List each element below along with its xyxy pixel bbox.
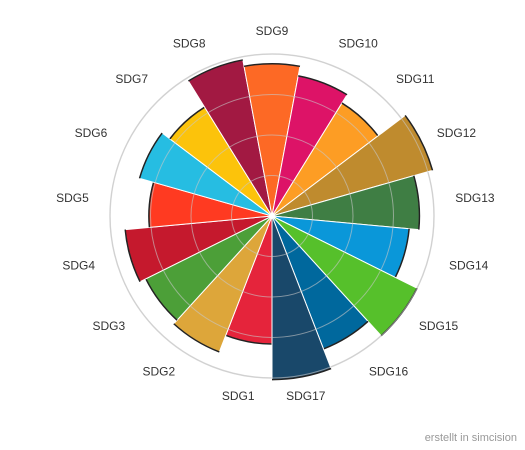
sector-edge [298,75,348,96]
sector-edge [225,334,273,345]
category-label: SDG16 [369,365,409,379]
sector-edge [145,278,178,321]
category-label: SDG7 [115,72,148,86]
grid-circle [190,134,354,298]
category-label: SDG11 [396,72,435,86]
sector-edge [148,182,155,228]
sector-edge [404,114,434,171]
category-label: SDG10 [338,37,378,51]
sector-edge [124,229,141,283]
category-label: SDG5 [56,191,89,205]
sector-edge [341,102,379,137]
sector-edge [323,320,369,350]
category-label: SDG12 [437,126,477,140]
grid-circle [109,53,435,379]
category-label: SDG13 [455,191,495,205]
category-label: SDG8 [173,37,206,51]
category-label: SDG14 [449,259,489,273]
category-label: SDG3 [92,319,125,333]
sector-edge [243,62,301,68]
sector-edge [173,323,220,353]
grid-circle [150,94,394,338]
sector-edge [394,228,410,278]
category-label: SDG17 [286,389,326,403]
category-label: SDG1 [222,389,255,403]
category-label: SDG4 [62,259,95,273]
category-label: SDG15 [419,319,459,333]
category-label: SDG9 [256,24,289,38]
credit: erstellt in simcision [425,432,517,444]
sector-edge [188,59,243,82]
sector-edge [271,367,332,381]
sector-edge [413,175,421,230]
sector-edge [138,132,163,179]
sector-edge [169,106,206,140]
category-label: SDG6 [75,126,108,140]
category-label: SDG2 [142,365,175,379]
grid-circle [231,175,313,257]
